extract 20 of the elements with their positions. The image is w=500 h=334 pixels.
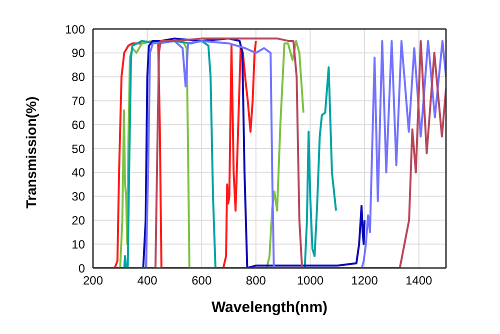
- y-tick-label: 50: [72, 142, 86, 156]
- y-tick-label: 60: [72, 118, 86, 132]
- x-tick-label: 400: [137, 274, 158, 288]
- x-tick-label: 1200: [351, 274, 378, 288]
- y-tick-label: 0: [78, 261, 86, 276]
- x-tick-label: 600: [192, 274, 212, 288]
- x-tick-label: 800: [246, 274, 266, 288]
- x-tick-label: 1400: [405, 274, 433, 288]
- y-tick-label: 20: [72, 213, 86, 228]
- y-tick-label: 100: [64, 22, 86, 36]
- y-tick-label: 80: [72, 70, 86, 84]
- y-tick-label: 10: [72, 237, 86, 252]
- y-tick-label: 70: [72, 94, 86, 108]
- x-tick-label: 1000: [296, 274, 324, 288]
- x-axis-title: Wavelength(nm): [211, 299, 328, 316]
- y-tick-label: 90: [72, 46, 86, 60]
- y-tick-label: 30: [72, 190, 86, 204]
- x-tick-label: 200: [82, 274, 104, 288]
- y-axis-title: Transmission(%): [22, 96, 39, 208]
- y-tick-label: 40: [72, 166, 86, 180]
